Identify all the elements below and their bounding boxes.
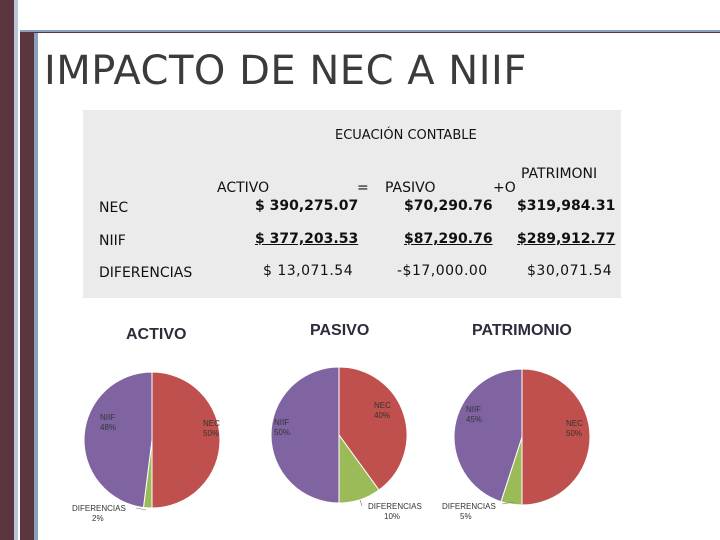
cell-niif-pasivo: $87,290.76	[404, 231, 493, 247]
patrimonio-pie-svg: NIIF 45% NEC 50% DIFERENCIAS 5%	[442, 368, 591, 521]
table-heading: ECUACIÓN CONTABLE	[335, 128, 477, 143]
label-activo-niif: NIIF 48%	[100, 413, 116, 432]
pasivo-pie-chart: PASIVO NEC 40% NIIF 50% DIFERENCIAS 10%	[258, 320, 426, 530]
cell-niif-activo: $ 377,203.53	[255, 231, 359, 247]
cell-dif-activo: $ 13,071.54	[263, 263, 354, 279]
col-header-patrimonio: PATRIMONI	[521, 166, 598, 182]
cell-niif-patrimonio: $289,912.77	[517, 231, 616, 247]
patrimonio-pie-chart: PATRIMONIO NIIF 45% NEC 50% DIFERENCIAS 5%	[440, 320, 608, 530]
plus-sign: +O	[493, 180, 516, 196]
activo-pie-chart: ACTIVO NIIF 48% NEC 50% DIFERENCIAS 2%	[60, 320, 233, 530]
label-patrimonio-diferencias: DIFERENCIAS 5%	[442, 502, 496, 521]
pie-slice-activo-nec	[151, 371, 221, 509]
label-activo-diferencias: DIFERENCIAS 2%	[72, 504, 126, 523]
cell-dif-patrimonio: $30,071.54	[527, 263, 613, 279]
label-pasivo-nec: NEC 40%	[374, 401, 391, 420]
label-patrimonio-niif: NIIF 45%	[466, 405, 482, 424]
label-activo-nec: NEC 50%	[203, 419, 220, 438]
chart-title-patrimonio: PATRIMONIO	[472, 322, 572, 339]
label-pasivo-diferencias: DIFERENCIAS 10%	[368, 502, 422, 521]
chart-title-pasivo: PASIVO	[310, 322, 370, 339]
row-label-niif: NIIF	[99, 233, 126, 249]
pie-slice-pasivo-niif	[270, 366, 340, 504]
pie-slice-activo-niif	[83, 371, 153, 509]
col-header-activo: ACTIVO	[217, 180, 270, 196]
equals-sign: =	[357, 180, 369, 196]
label-pasivo-niif: NIIF 50%	[274, 418, 290, 437]
pie-slice-pasivo-nec	[338, 366, 408, 491]
pasivo-pie-svg: NEC 40% NIIF 50% DIFERENCIAS 10%	[270, 366, 422, 521]
equation-table: ECUACIÓN CONTABLE ACTIVO = PASIVO +O PAT…	[83, 110, 621, 298]
activo-pie-svg: NIIF 48% NEC 50% DIFERENCIAS 2%	[72, 371, 221, 523]
cell-nec-patrimonio: $319,984.31	[517, 198, 616, 214]
pie-slice-patrimonio-nec	[521, 368, 591, 506]
chart-title-activo: ACTIVO	[126, 326, 187, 343]
cell-dif-pasivo: -$17,000.00	[397, 263, 488, 279]
cell-nec-pasivo: $70,290.76	[404, 198, 493, 214]
row-label-diferencias: DIFERENCIAS	[99, 265, 193, 281]
row-label-nec: NEC	[99, 200, 129, 216]
col-header-pasivo: PASIVO	[385, 180, 436, 196]
pie-slice-patrimonio-niif	[453, 368, 523, 503]
page-title: IMPACTO DE NEC A NIIF	[44, 48, 527, 94]
cell-nec-activo: $ 390,275.07	[255, 198, 359, 214]
label-patrimonio-nec: NEC 50%	[566, 419, 583, 438]
